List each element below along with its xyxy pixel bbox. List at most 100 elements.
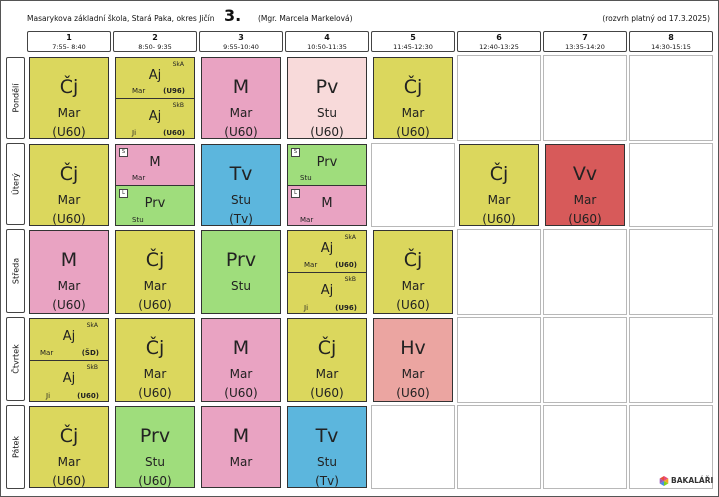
period-header-6: 6 12:40-13:25 — [457, 31, 541, 52]
lesson-friday-4[interactable]: Tv Stu (Tv) — [287, 406, 367, 488]
lesson-thursday-2[interactable]: Čj Mar (U60) — [115, 318, 195, 402]
lesson-teacher: Stu — [317, 106, 337, 120]
lesson-teacher: Ji — [132, 129, 137, 137]
period-header-2: 2 8:50- 9:35 — [113, 31, 197, 52]
lesson-tuesday-6[interactable]: Čj Mar (U60) — [459, 144, 539, 226]
half-lesson-l[interactable]: L M Mar — [288, 186, 366, 225]
lesson-friday-2[interactable]: Prv Stu (U60) — [115, 406, 195, 488]
lesson-tuesday-1[interactable]: Čj Mar (U60) — [29, 144, 109, 226]
bakalari-logo-icon — [659, 476, 669, 486]
lesson-room: (U60) — [52, 298, 86, 312]
lesson-subject: Aj — [148, 109, 162, 124]
group-lesson-ska[interactable]: SkA Aj Mar (U96) — [116, 58, 194, 99]
empty-slot — [629, 229, 713, 315]
group-lesson-skb[interactable]: SkB Aj Ji (U96) — [288, 273, 366, 313]
lesson-subject: M — [232, 425, 250, 447]
day-label-friday: Pátek — [6, 405, 25, 489]
group-lesson-ska[interactable]: SkA Aj Mar (ŠD) — [30, 319, 108, 361]
lesson-wednesday-2[interactable]: Čj Mar (U60) — [115, 230, 195, 314]
group-lesson-skb[interactable]: SkB Aj Ji (U60) — [116, 99, 194, 138]
lesson-subject: Čj — [145, 249, 165, 271]
lesson-wednesday-3[interactable]: Prv Stu — [201, 230, 281, 314]
lesson-subject: Hv — [400, 337, 426, 359]
lesson-thursday-4[interactable]: Čj Mar (U60) — [287, 318, 367, 402]
lesson-wednesday-1[interactable]: M Mar (U60) — [29, 230, 109, 314]
lesson-room: (U60) — [163, 129, 185, 137]
lesson-teacher: Ji — [46, 392, 51, 400]
lesson-teacher: Mar — [57, 193, 81, 207]
school-name: Masarykova základní škola, Stará Paka, o… — [27, 14, 215, 23]
lesson-room: (U60) — [52, 125, 86, 139]
empty-slot — [629, 55, 713, 141]
lesson-monday-5[interactable]: Čj Mar (U60) — [373, 57, 453, 139]
lesson-subject: Aj — [320, 241, 334, 256]
lesson-teacher: Mar — [487, 193, 511, 207]
lesson-subject: Pv — [315, 76, 339, 98]
lesson-teacher: Mar — [57, 106, 81, 120]
lesson-monday-2[interactable]: SkA Aj Mar (U96) SkB Aj Ji (U60) — [115, 57, 195, 139]
lesson-subject: Prv — [144, 196, 166, 211]
valid-from: (rozvrh platný od 17.3.2025) — [602, 14, 710, 23]
lesson-subject: Aj — [320, 283, 334, 298]
lesson-room: (U60) — [138, 474, 172, 488]
lesson-teacher: Mar — [229, 455, 253, 469]
lesson-subject: M — [60, 249, 78, 271]
group-label: SkB — [172, 102, 184, 109]
lesson-teacher: Mar — [300, 216, 314, 224]
lesson-monday-3[interactable]: M Mar (U60) — [201, 57, 281, 139]
lesson-teacher: Mar — [229, 106, 253, 120]
lesson-thursday-1[interactable]: SkA Aj Mar (ŠD) SkB Aj Ji (U60) — [29, 318, 109, 402]
empty-slot — [543, 229, 627, 315]
half-lesson-s[interactable]: S M Mar — [116, 145, 194, 186]
lesson-subject: Čj — [403, 76, 423, 98]
class-teacher: (Mgr. Marcela Markelová) — [258, 14, 353, 23]
lesson-teacher: Stu — [317, 455, 337, 469]
lesson-tuesday-2[interactable]: S M Mar L Prv Stu — [115, 144, 195, 226]
week-marker: S — [119, 148, 128, 157]
lesson-tuesday-7[interactable]: Vv Mar (U60) — [545, 144, 625, 226]
lesson-teacher: Mar — [40, 349, 54, 357]
lesson-wednesday-4[interactable]: SkA Aj Mar (U60) SkB Aj Ji (U96) — [287, 230, 367, 314]
lesson-room: (U96) — [335, 304, 357, 312]
empty-slot — [629, 405, 713, 489]
lesson-subject: Prv — [316, 155, 338, 170]
empty-slot — [371, 143, 455, 227]
week-marker: L — [291, 189, 300, 198]
group-lesson-ska[interactable]: SkA Aj Mar (U60) — [288, 231, 366, 273]
half-lesson-l[interactable]: L Prv Stu — [116, 186, 194, 225]
lesson-thursday-5[interactable]: Hv Mar (U60) — [373, 318, 453, 402]
lesson-subject: M — [232, 76, 250, 98]
class-name: 3. — [224, 6, 242, 25]
lesson-tuesday-4[interactable]: S Prv Stu L M Mar — [287, 144, 367, 226]
lesson-wednesday-5[interactable]: Čj Mar (U60) — [373, 230, 453, 314]
lesson-teacher: Stu — [231, 193, 251, 207]
lesson-teacher: Ji — [304, 304, 309, 312]
group-label: SkA — [344, 234, 356, 241]
lesson-monday-1[interactable]: Čj Mar (U60) — [29, 57, 109, 139]
empty-slot — [457, 55, 541, 141]
empty-slot — [371, 405, 455, 489]
lesson-room: (U60) — [335, 261, 357, 269]
lesson-friday-3[interactable]: M Mar — [201, 406, 281, 488]
lesson-room: (U60) — [396, 298, 430, 312]
group-lesson-skb[interactable]: SkB Aj Ji (U60) — [30, 361, 108, 401]
lesson-room: (U96) — [163, 87, 185, 95]
timetable-header: Masarykova základní škola, Stará Paka, o… — [0, 0, 719, 30]
period-header-5: 5 11:45-12:30 — [371, 31, 455, 52]
lesson-friday-1[interactable]: Čj Mar (U60) — [29, 406, 109, 488]
lesson-monday-4[interactable]: Pv Stu (U60) — [287, 57, 367, 139]
lesson-subject: Tv — [315, 425, 339, 447]
empty-slot — [543, 405, 627, 489]
lesson-room: (U60) — [310, 386, 344, 400]
lesson-teacher: Mar — [143, 279, 167, 293]
lesson-room: (U60) — [568, 212, 602, 226]
lesson-subject: Aj — [62, 371, 76, 386]
half-lesson-s[interactable]: S Prv Stu — [288, 145, 366, 186]
bakalari-logo-label: BAKALÁŘI — [671, 476, 714, 485]
lesson-room: (U60) — [310, 125, 344, 139]
empty-slot — [457, 229, 541, 315]
lesson-thursday-3[interactable]: M Mar (U60) — [201, 318, 281, 402]
period-header-1: 1 7:55- 8:40 — [27, 31, 111, 52]
lesson-tuesday-3[interactable]: Tv Stu (Tv) — [201, 144, 281, 226]
lesson-subject: Čj — [145, 337, 165, 359]
